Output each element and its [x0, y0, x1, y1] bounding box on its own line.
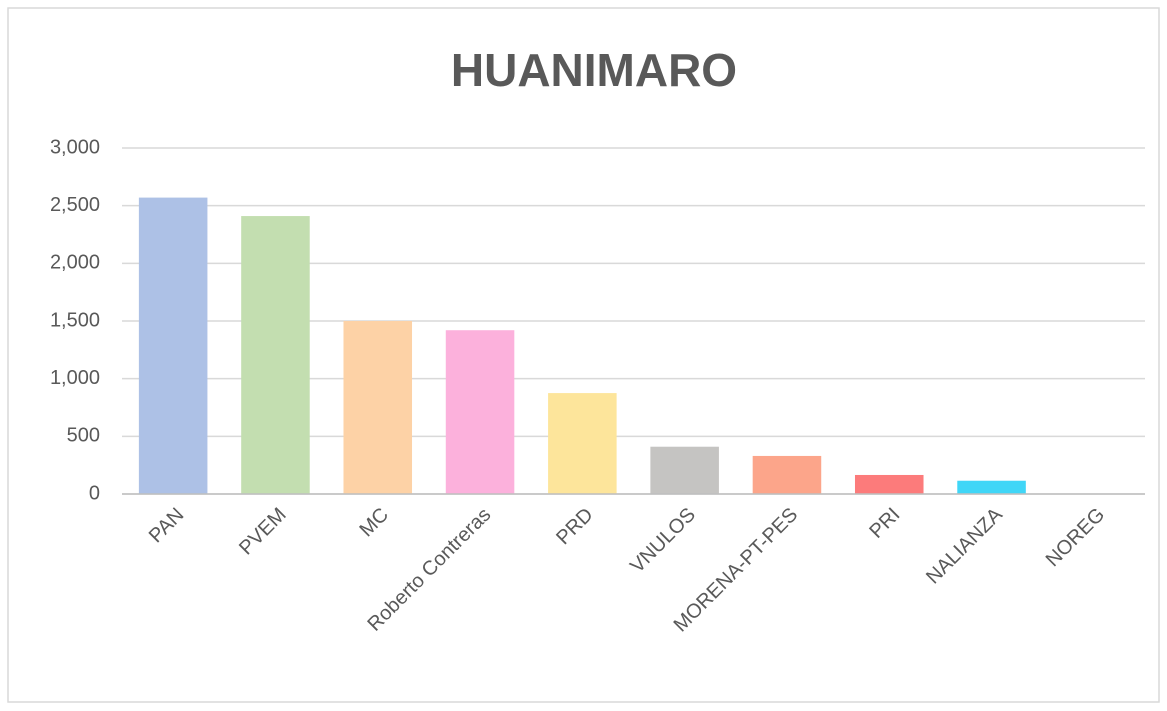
- chart-title: HUANIMARO: [451, 44, 737, 96]
- y-tick-label: 0: [89, 482, 100, 504]
- y-tick-label: 2,000: [50, 252, 100, 274]
- bar: [650, 446, 719, 494]
- bar: [343, 321, 413, 494]
- bar: [138, 197, 208, 495]
- bar: [548, 393, 617, 494]
- y-tick-label: 1,500: [50, 309, 100, 331]
- y-tick-label: 1,000: [50, 367, 100, 389]
- bar: [957, 480, 1026, 494]
- bar: [241, 216, 310, 494]
- y-tick-label: 500: [67, 425, 100, 447]
- bar: [445, 330, 515, 494]
- y-tick-label: 2,500: [50, 194, 100, 216]
- bar: [854, 474, 924, 494]
- y-tick-label: 3,000: [50, 136, 100, 158]
- bar: [752, 455, 822, 494]
